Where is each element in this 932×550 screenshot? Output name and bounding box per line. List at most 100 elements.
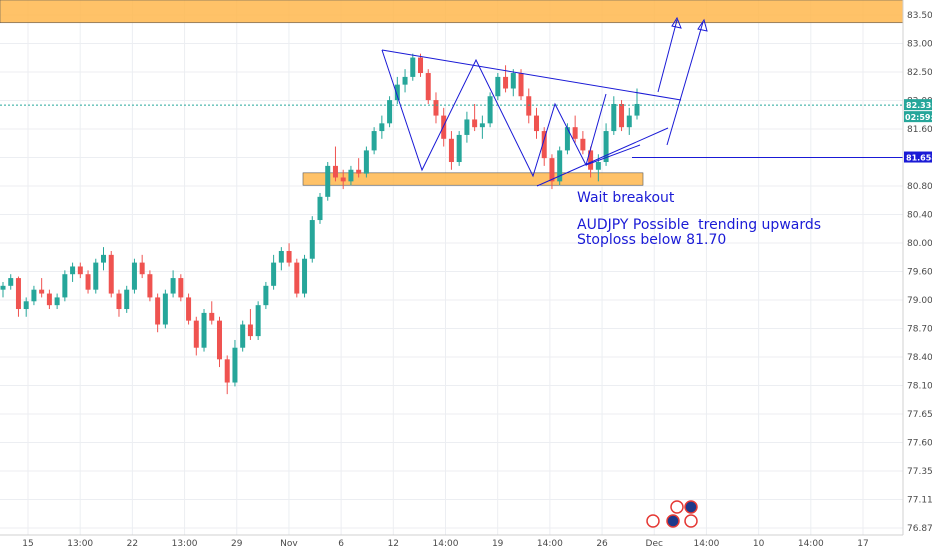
- arrow-head-icon: [697, 18, 708, 32]
- candle-body: [402, 76, 408, 85]
- event-flag-icon[interactable]: [646, 514, 660, 528]
- candle-body: [487, 96, 493, 124]
- stop-price-label: 81.658: [906, 154, 932, 163]
- candle-body: [23, 301, 29, 310]
- candle-body: [595, 162, 601, 170]
- y-tick-label: 79.000: [907, 296, 932, 306]
- candle-body: [557, 150, 563, 182]
- candle-body: [15, 278, 21, 310]
- candle-body: [541, 131, 547, 159]
- y-tick-label: 83.500: [907, 11, 932, 21]
- candle-body: [186, 297, 192, 321]
- candle-body: [286, 250, 292, 263]
- candle-body: [332, 165, 338, 178]
- candle-body: [533, 115, 539, 132]
- event-flag-icon[interactable]: [684, 514, 698, 528]
- y-tick-label: 80.400: [907, 211, 932, 221]
- candle-body: [54, 297, 60, 306]
- x-tick-label: Nov: [280, 539, 298, 549]
- candle-body: [456, 134, 462, 163]
- candle-body: [479, 123, 485, 128]
- candle-body: [170, 278, 176, 294]
- x-tick-label: 14:00: [798, 539, 824, 549]
- candle-body: [425, 73, 431, 101]
- candle-body: [572, 127, 578, 139]
- x-axis[interactable]: 15 13:00 22 13:00 29 Nov 6 12 14:00 19 14:00 26 Dec 1…: [22, 539, 868, 549]
- y-tick-label: 77.110: [907, 496, 932, 506]
- breakout-arrow-1: [657, 19, 678, 93]
- event-flag-icon[interactable]: [666, 514, 680, 528]
- candle-body: [464, 119, 470, 135]
- candle-body: [588, 150, 594, 170]
- y-tick-label: 83.000: [907, 40, 932, 50]
- stop-price-tag: 81.658: [904, 151, 932, 163]
- candle-body: [387, 100, 393, 124]
- upper-trendline: [381, 49, 682, 101]
- candle-body: [147, 274, 153, 298]
- candle-body: [201, 312, 207, 348]
- resistance-zone: [0, 0, 904, 24]
- annotation-wait-breakout: Wait breakout: [577, 190, 675, 206]
- y-tick-label: 76.870: [907, 524, 932, 534]
- candle-body: [178, 278, 184, 298]
- y-tick-label: 79.600: [907, 268, 932, 278]
- y-tick-label: 80.000: [907, 239, 932, 249]
- candle-body: [271, 262, 277, 286]
- x-tick-label: 6: [338, 539, 344, 549]
- candle-body: [510, 73, 516, 89]
- candle-body: [108, 254, 114, 294]
- x-tick-label: 22: [127, 539, 138, 549]
- candle-body: [224, 359, 230, 383]
- candle-body: [31, 289, 37, 302]
- candle-body: [580, 138, 586, 151]
- candle-body: [356, 169, 362, 174]
- candle-body: [216, 320, 222, 360]
- x-tick-label: 29: [231, 539, 243, 549]
- current-price-tag: 82.335 02:59:47: [904, 99, 932, 123]
- candle-body: [634, 103, 640, 116]
- event-icons[interactable]: [646, 500, 698, 528]
- candle-body: [155, 297, 161, 325]
- candle-body: [526, 96, 532, 116]
- lower-trendline: [536, 127, 669, 187]
- candle-body: [626, 115, 632, 128]
- event-flag-icon[interactable]: [670, 500, 684, 514]
- candle-body: [441, 115, 447, 139]
- annotation-stoploss: Stoploss below 81.70: [577, 232, 726, 248]
- x-tick-label: 12: [388, 539, 399, 549]
- candle-body: [503, 76, 509, 89]
- candle-body: [62, 274, 68, 298]
- x-tick-label: Dec: [646, 539, 663, 549]
- candle-body: [518, 73, 524, 97]
- breakout-arrow-2: [666, 21, 704, 146]
- candle-body: [603, 131, 609, 163]
- candle-body: [495, 76, 501, 97]
- x-tick-label: 26: [596, 539, 608, 549]
- candle-body: [193, 320, 199, 348]
- y-tick-label: 78.400: [907, 353, 932, 363]
- candle-body: [549, 158, 555, 182]
- y-tick-label: 82.500: [907, 68, 932, 78]
- candle-body: [247, 324, 253, 337]
- x-tick-label: 14:00: [537, 539, 563, 549]
- candle-body: [348, 169, 354, 182]
- candle-body: [448, 138, 454, 163]
- candle-body: [564, 127, 570, 151]
- current-price-label: 82.335: [906, 101, 932, 110]
- candle-body: [263, 285, 269, 306]
- y-tick-label: 81.600: [907, 125, 932, 135]
- candle-body: [77, 266, 83, 275]
- y-axis[interactable]: 83.50083.00082.50082.00081.60081.20080.8…: [907, 11, 932, 534]
- candle-body: [472, 119, 478, 128]
- candle-body: [418, 57, 424, 74]
- event-flag-icon[interactable]: [684, 500, 698, 514]
- x-tick-label: 14:00: [693, 539, 719, 549]
- candle-body: [0, 285, 6, 290]
- pattern-drawings: [381, 16, 708, 187]
- y-tick-label: 77.650: [907, 410, 932, 420]
- candle-body: [139, 262, 145, 275]
- y-tick-label: 77.600: [907, 439, 932, 449]
- candle-body: [433, 100, 439, 116]
- candle-body: [255, 305, 261, 337]
